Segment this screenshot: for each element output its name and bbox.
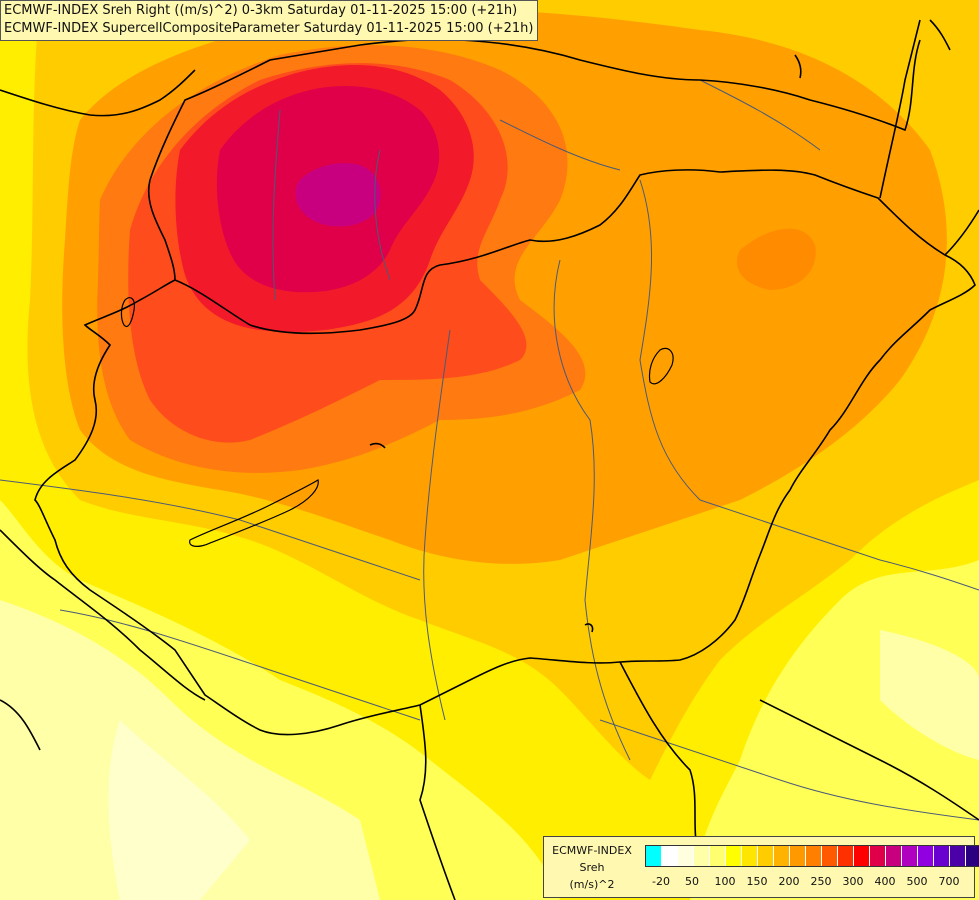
- border-lake-east: [794, 54, 802, 79]
- legend-swatch: [950, 846, 966, 866]
- legend-swatch: [790, 846, 806, 866]
- map-title-line-1: ECMWF-INDEX Sreh Right ((m/s)^2) 0-3km S…: [4, 3, 518, 18]
- field-magenta: [295, 163, 381, 227]
- legend-swatch: [902, 846, 918, 866]
- legend-swatch: [838, 846, 854, 866]
- legend-swatch: [694, 846, 710, 866]
- legend-tick-label: 700: [938, 875, 960, 888]
- border-slovakia-north: [149, 38, 921, 181]
- legend-tick-label: 500: [906, 875, 928, 888]
- border-sw: [0, 699, 41, 751]
- legend-swatch: [758, 846, 774, 866]
- legend-tick-label: 50: [685, 875, 699, 888]
- legend-tick-label: 150: [746, 875, 768, 888]
- border-small-se: [584, 623, 594, 633]
- field-pale-sw: [0, 600, 380, 900]
- legend-swatch: [934, 846, 950, 866]
- field-dark-orange-east: [736, 228, 816, 290]
- lake-tisza: [648, 347, 674, 385]
- legend-swatch: [662, 846, 678, 866]
- legend-swatch: [806, 846, 822, 866]
- lake-neusiedl: [120, 297, 135, 328]
- legend-title: ECMWF-INDEX: [552, 844, 632, 857]
- rivers: [0, 79, 979, 821]
- legend-swatch: [646, 846, 662, 866]
- border-hungary: [34, 169, 976, 736]
- border-small-sw: [369, 442, 386, 449]
- legend-tick-label: 300: [842, 875, 864, 888]
- color-legend: ECMWF-INDEX Sreh (m/s)^2 -20 50 100 150 200 2…: [543, 836, 979, 898]
- lake-balaton: [189, 479, 319, 547]
- border-south-3: [619, 661, 701, 861]
- border-south-1: [0, 529, 206, 701]
- legend-tick-label: 250: [810, 875, 832, 888]
- legend-swatch: [822, 846, 838, 866]
- legend-swatch: [742, 846, 758, 866]
- legend-swatch: [726, 846, 742, 866]
- border-ne: [929, 19, 951, 51]
- legend-unit: (m/s)^2: [569, 878, 615, 891]
- legend-tick-label: -20: [652, 875, 670, 888]
- country-borders: [0, 19, 979, 900]
- legend-variable: Sreh: [579, 861, 605, 874]
- field-pale-s2: [108, 720, 250, 900]
- map-title-line-2: ECMWF-INDEX SupercellCompositeParameter …: [4, 21, 534, 36]
- legend-swatch: [710, 846, 726, 866]
- legend-tick-label: 400: [874, 875, 896, 888]
- legend-swatch: [678, 846, 694, 866]
- border-se: [759, 699, 979, 821]
- legend-swatch: [854, 846, 870, 866]
- border-west: [0, 69, 196, 117]
- border-south-2: [419, 704, 456, 900]
- map-title-box: ECMWF-INDEX Sreh Right ((m/s)^2) 0-3km S…: [0, 0, 539, 41]
- legend-tick-label: 100: [714, 875, 736, 888]
- legend-color-scale: [645, 845, 979, 867]
- border-east: [879, 19, 921, 199]
- border-ukraine: [944, 209, 979, 256]
- legend-swatch: [774, 846, 790, 866]
- border-at-sk: [147, 179, 176, 281]
- legend-swatch: [966, 846, 979, 866]
- legend-swatch: [918, 846, 934, 866]
- legend-tick-label: 200: [778, 875, 800, 888]
- field-pale-se: [880, 630, 979, 760]
- legend-swatch: [870, 846, 886, 866]
- legend-swatch: [886, 846, 902, 866]
